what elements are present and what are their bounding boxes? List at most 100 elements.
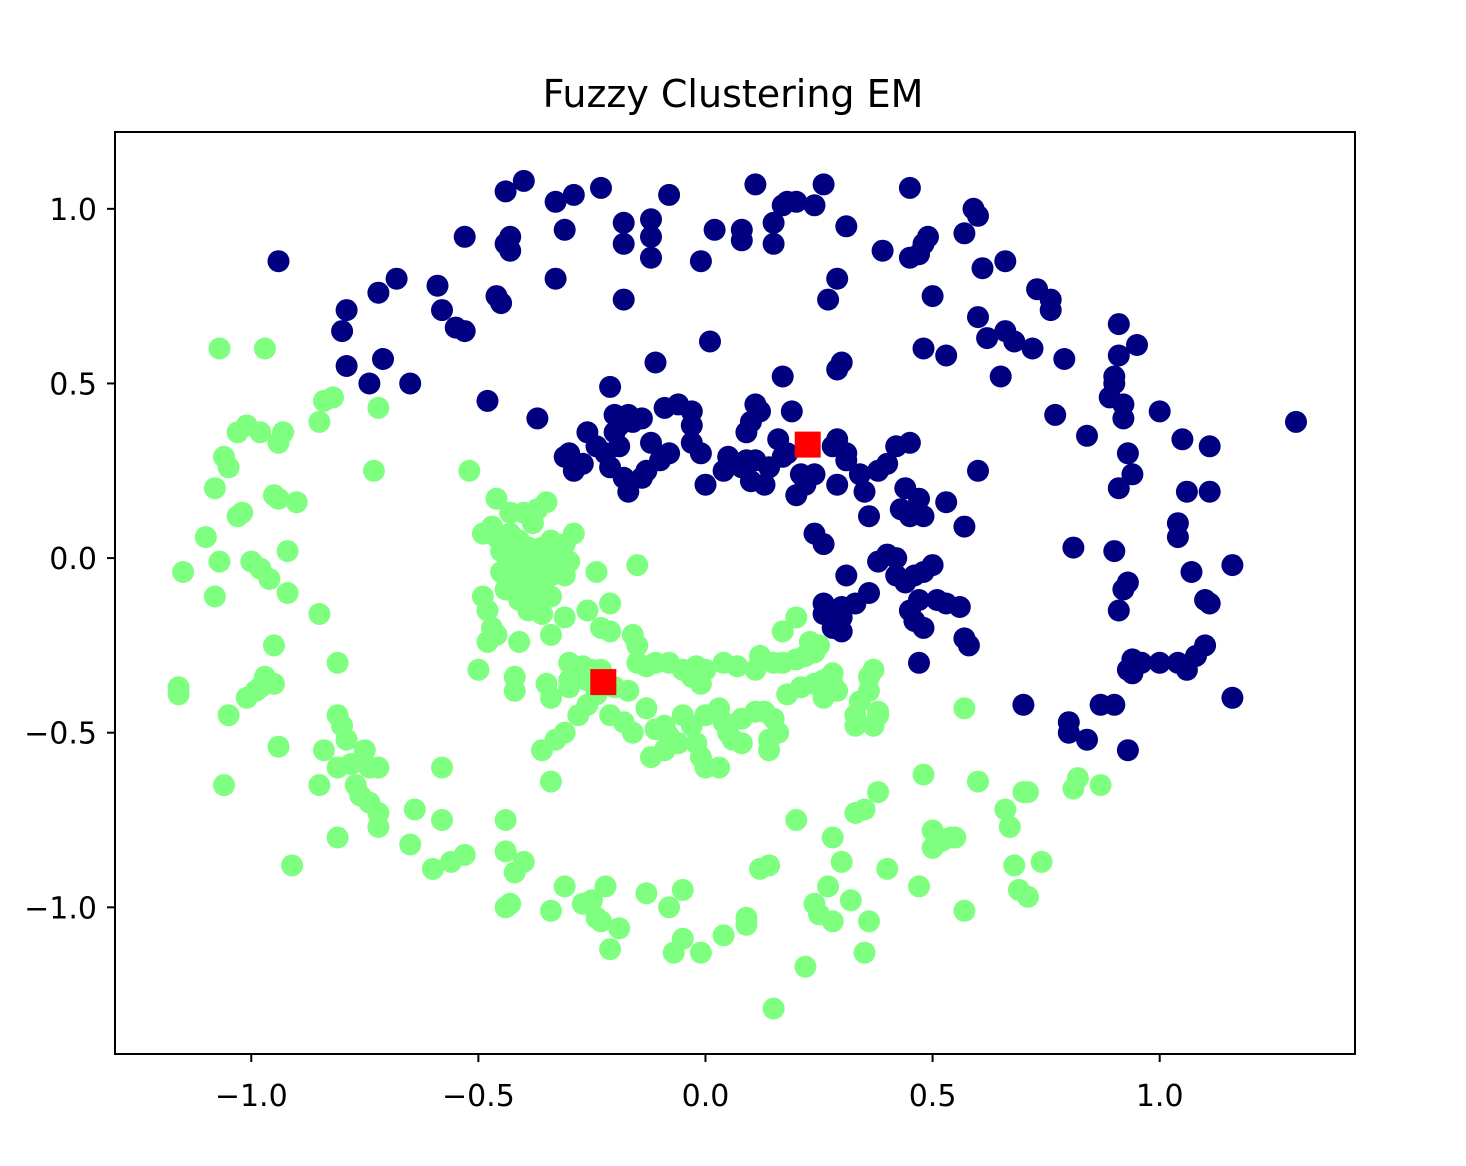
- data-point-cluster-1: [658, 183, 681, 206]
- y-tick-label: −1.0: [24, 891, 97, 926]
- data-point-cluster-1: [712, 459, 735, 482]
- data-point-cluster-1: [576, 421, 599, 444]
- data-point-cluster-1: [453, 225, 476, 248]
- data-point-cluster-1: [1044, 403, 1067, 426]
- data-point-cluster-2: [281, 854, 304, 877]
- data-point-cluster-1: [1126, 334, 1148, 356]
- data-point-cluster-1: [553, 218, 576, 241]
- data-point-cluster-1: [835, 564, 858, 587]
- data-point-cluster-2: [599, 592, 622, 615]
- data-point-cluster-2: [998, 816, 1021, 838]
- data-point-cluster-1: [512, 169, 535, 192]
- data-point-cluster-2: [839, 889, 862, 912]
- data-point-cluster-2: [580, 889, 603, 912]
- data-point-cluster-1: [858, 505, 880, 528]
- data-point-cluster-2: [876, 857, 899, 880]
- data-point-cluster-1: [835, 215, 858, 238]
- data-point-cluster-1: [898, 176, 921, 199]
- y-tick-label: 0.5: [49, 367, 97, 402]
- data-point-cluster-1: [912, 337, 935, 360]
- data-point-cluster-2: [599, 938, 622, 961]
- data-point-cluster-1: [680, 431, 703, 454]
- data-point-cluster-2: [953, 697, 976, 720]
- data-point-cluster-2: [1003, 854, 1026, 877]
- data-point-cluster-1: [730, 218, 753, 241]
- data-point-cluster-1: [885, 564, 908, 587]
- data-point-cluster-2: [367, 396, 390, 419]
- data-point-cluster-2: [689, 941, 712, 964]
- data-point-cluster-2: [1017, 885, 1039, 908]
- data-point-cluster-1: [1039, 299, 1062, 322]
- data-point-cluster-2: [226, 505, 249, 528]
- data-point-cluster-2: [476, 630, 499, 653]
- data-point-cluster-1: [1076, 424, 1098, 447]
- data-point-cluster-2: [540, 770, 562, 793]
- data-point-cluster-1: [1062, 536, 1085, 559]
- data-point-cluster-1: [789, 463, 812, 486]
- data-point-cluster-1: [735, 421, 758, 444]
- data-point-cluster-2: [567, 704, 590, 727]
- data-point-cluster-1: [1112, 407, 1135, 430]
- data-point-cluster-1: [1076, 728, 1098, 751]
- data-point-cluster-1: [908, 589, 930, 611]
- data-point-cluster-1: [1198, 592, 1221, 615]
- data-point-cluster-1: [994, 250, 1017, 273]
- data-point-cluster-1: [744, 449, 767, 472]
- data-point-cluster-1: [490, 292, 513, 315]
- data-point-cluster-1: [917, 225, 939, 248]
- data-point-cluster-1: [1166, 526, 1189, 549]
- data-point-cluster-1: [553, 445, 576, 468]
- data-point-cluster-1: [1107, 599, 1130, 622]
- data-point-cluster-1: [399, 372, 422, 395]
- data-point-cluster-2: [812, 686, 835, 709]
- data-point-cluster-1: [385, 267, 408, 290]
- data-point-cluster-2: [367, 816, 390, 838]
- data-point-cluster-1: [744, 393, 767, 416]
- data-point-cluster-2: [258, 568, 281, 590]
- data-point-cluster-2: [785, 606, 808, 629]
- data-point-cluster-1: [612, 288, 635, 311]
- data-point-cluster-1: [871, 239, 894, 262]
- plot-frame: [114, 131, 1356, 1055]
- data-point-cluster-2: [226, 421, 249, 444]
- data-point-cluster-2: [558, 676, 581, 699]
- data-point-cluster-1: [762, 232, 785, 255]
- data-point-cluster-2: [267, 735, 290, 758]
- data-point-cluster-2: [367, 756, 390, 779]
- data-point-cluster-1: [848, 463, 871, 486]
- data-point-cluster-1: [644, 351, 667, 374]
- data-point-cluster-1: [1053, 348, 1076, 370]
- data-point-cluster-1: [935, 344, 958, 367]
- data-point-cluster-2: [217, 456, 240, 479]
- data-point-cluster-2: [712, 924, 735, 947]
- data-point-cluster-1: [603, 421, 626, 444]
- data-point-cluster-2: [308, 603, 331, 625]
- data-point-cluster-2: [203, 585, 226, 608]
- data-point-cluster-1: [335, 355, 358, 377]
- data-point-cluster-1: [335, 299, 358, 322]
- data-point-cluster-1: [1175, 480, 1198, 503]
- data-point-cluster-2: [994, 798, 1017, 821]
- data-point-cluster-2: [172, 561, 195, 583]
- data-point-cluster-2: [553, 875, 576, 898]
- data-point-cluster-2: [267, 487, 290, 510]
- chart-title: Fuzzy Clustering EM: [542, 72, 924, 116]
- data-point-cluster-1: [908, 487, 930, 510]
- x-tick-label: −1.0: [215, 1079, 288, 1114]
- data-point-cluster-1: [967, 306, 989, 329]
- data-point-cluster-2: [340, 753, 363, 776]
- data-point-cluster-2: [326, 826, 349, 849]
- data-point-cluster-1: [830, 620, 853, 643]
- data-point-cluster-2: [431, 809, 453, 831]
- data-point-cluster-1: [1116, 571, 1139, 594]
- data-point-cluster-2: [1030, 850, 1053, 873]
- x-tick-label: 1.0: [1136, 1079, 1184, 1114]
- data-point-cluster-2: [662, 941, 685, 964]
- data-point-cluster-1: [753, 473, 776, 496]
- data-point-cluster-2: [167, 683, 190, 706]
- data-point-cluster-2: [494, 840, 517, 863]
- data-point-cluster-1: [1107, 344, 1130, 367]
- data-point-cluster-1: [921, 554, 944, 577]
- data-point-cluster-1: [331, 320, 354, 343]
